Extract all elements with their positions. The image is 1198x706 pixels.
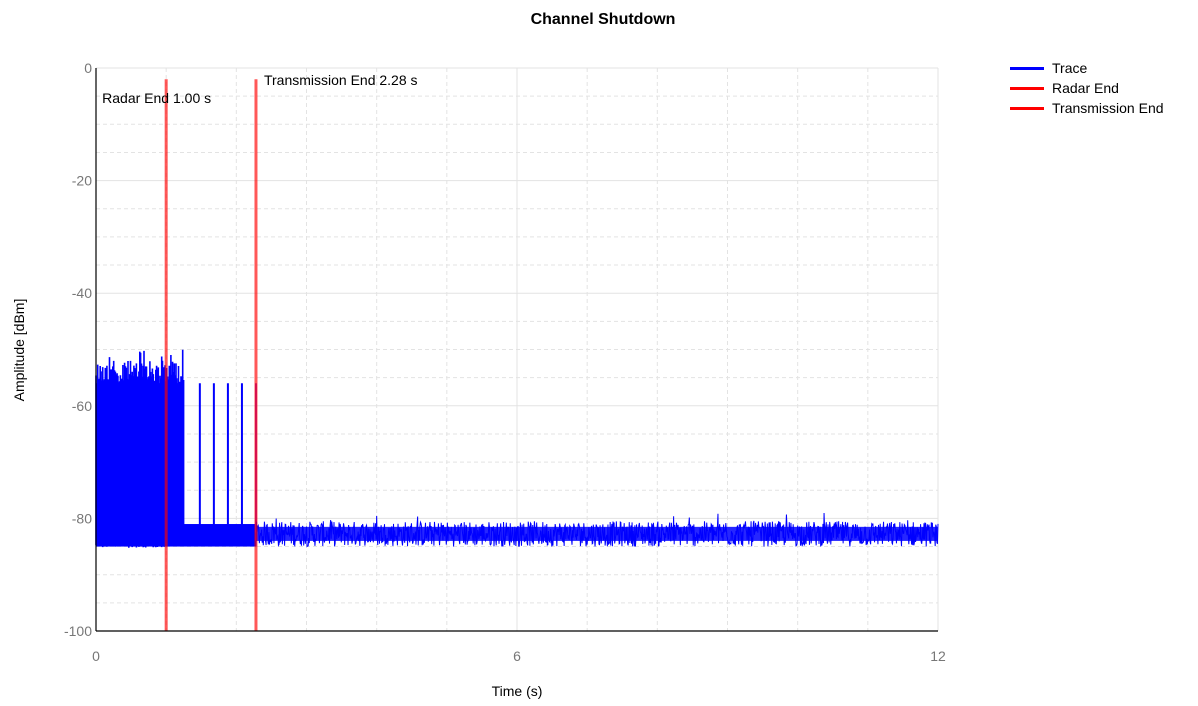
y-tick-label: -20 — [72, 173, 92, 189]
annotation-radar-end: Radar End 1.00 s — [102, 90, 211, 106]
trace-dense-pulses — [95, 349, 185, 548]
y-tick-label: -60 — [72, 398, 92, 414]
legend-swatch-radar-end — [1010, 86, 1044, 90]
marker-lines — [164, 79, 258, 631]
axes — [95, 68, 938, 632]
trace-noise-core — [255, 526, 939, 541]
legend-item-trace: Trace — [1010, 58, 1164, 78]
y-tick-label: 0 — [84, 60, 92, 76]
y-axis-label: Amplitude [dBm] — [11, 299, 27, 402]
trace-floor-band — [96, 524, 256, 547]
x-tick-label: 12 — [930, 648, 946, 664]
y-tick-label: -40 — [72, 285, 92, 301]
legend-item-radar-end: Radar End — [1010, 78, 1164, 98]
x-tick-label: 6 — [513, 648, 521, 664]
y-tick-label: -100 — [64, 623, 92, 639]
annotations: Radar End 1.00 s Transmission End 2.28 s — [102, 72, 417, 106]
annotation-transmission-end: Transmission End 2.28 s — [264, 72, 418, 88]
legend-swatch-transmission-end — [1010, 106, 1044, 110]
legend-label-radar-end: Radar End — [1052, 80, 1119, 96]
y-tick-label: -80 — [72, 510, 92, 526]
tick-labels: 0 6 12 0 -20 -40 -60 -80 -100 — [64, 60, 946, 664]
legend: Trace Radar End Transmission End — [1010, 58, 1164, 118]
x-axis-label: Time (s) — [492, 683, 543, 699]
legend-label-trace: Trace — [1052, 60, 1088, 76]
legend-swatch-trace — [1010, 66, 1044, 70]
legend-item-transmission-end: Transmission End — [1010, 98, 1164, 118]
legend-label-transmission-end: Transmission End — [1052, 100, 1164, 116]
chart-title: Channel Shutdown — [531, 11, 676, 28]
x-tick-label: 0 — [92, 648, 100, 664]
